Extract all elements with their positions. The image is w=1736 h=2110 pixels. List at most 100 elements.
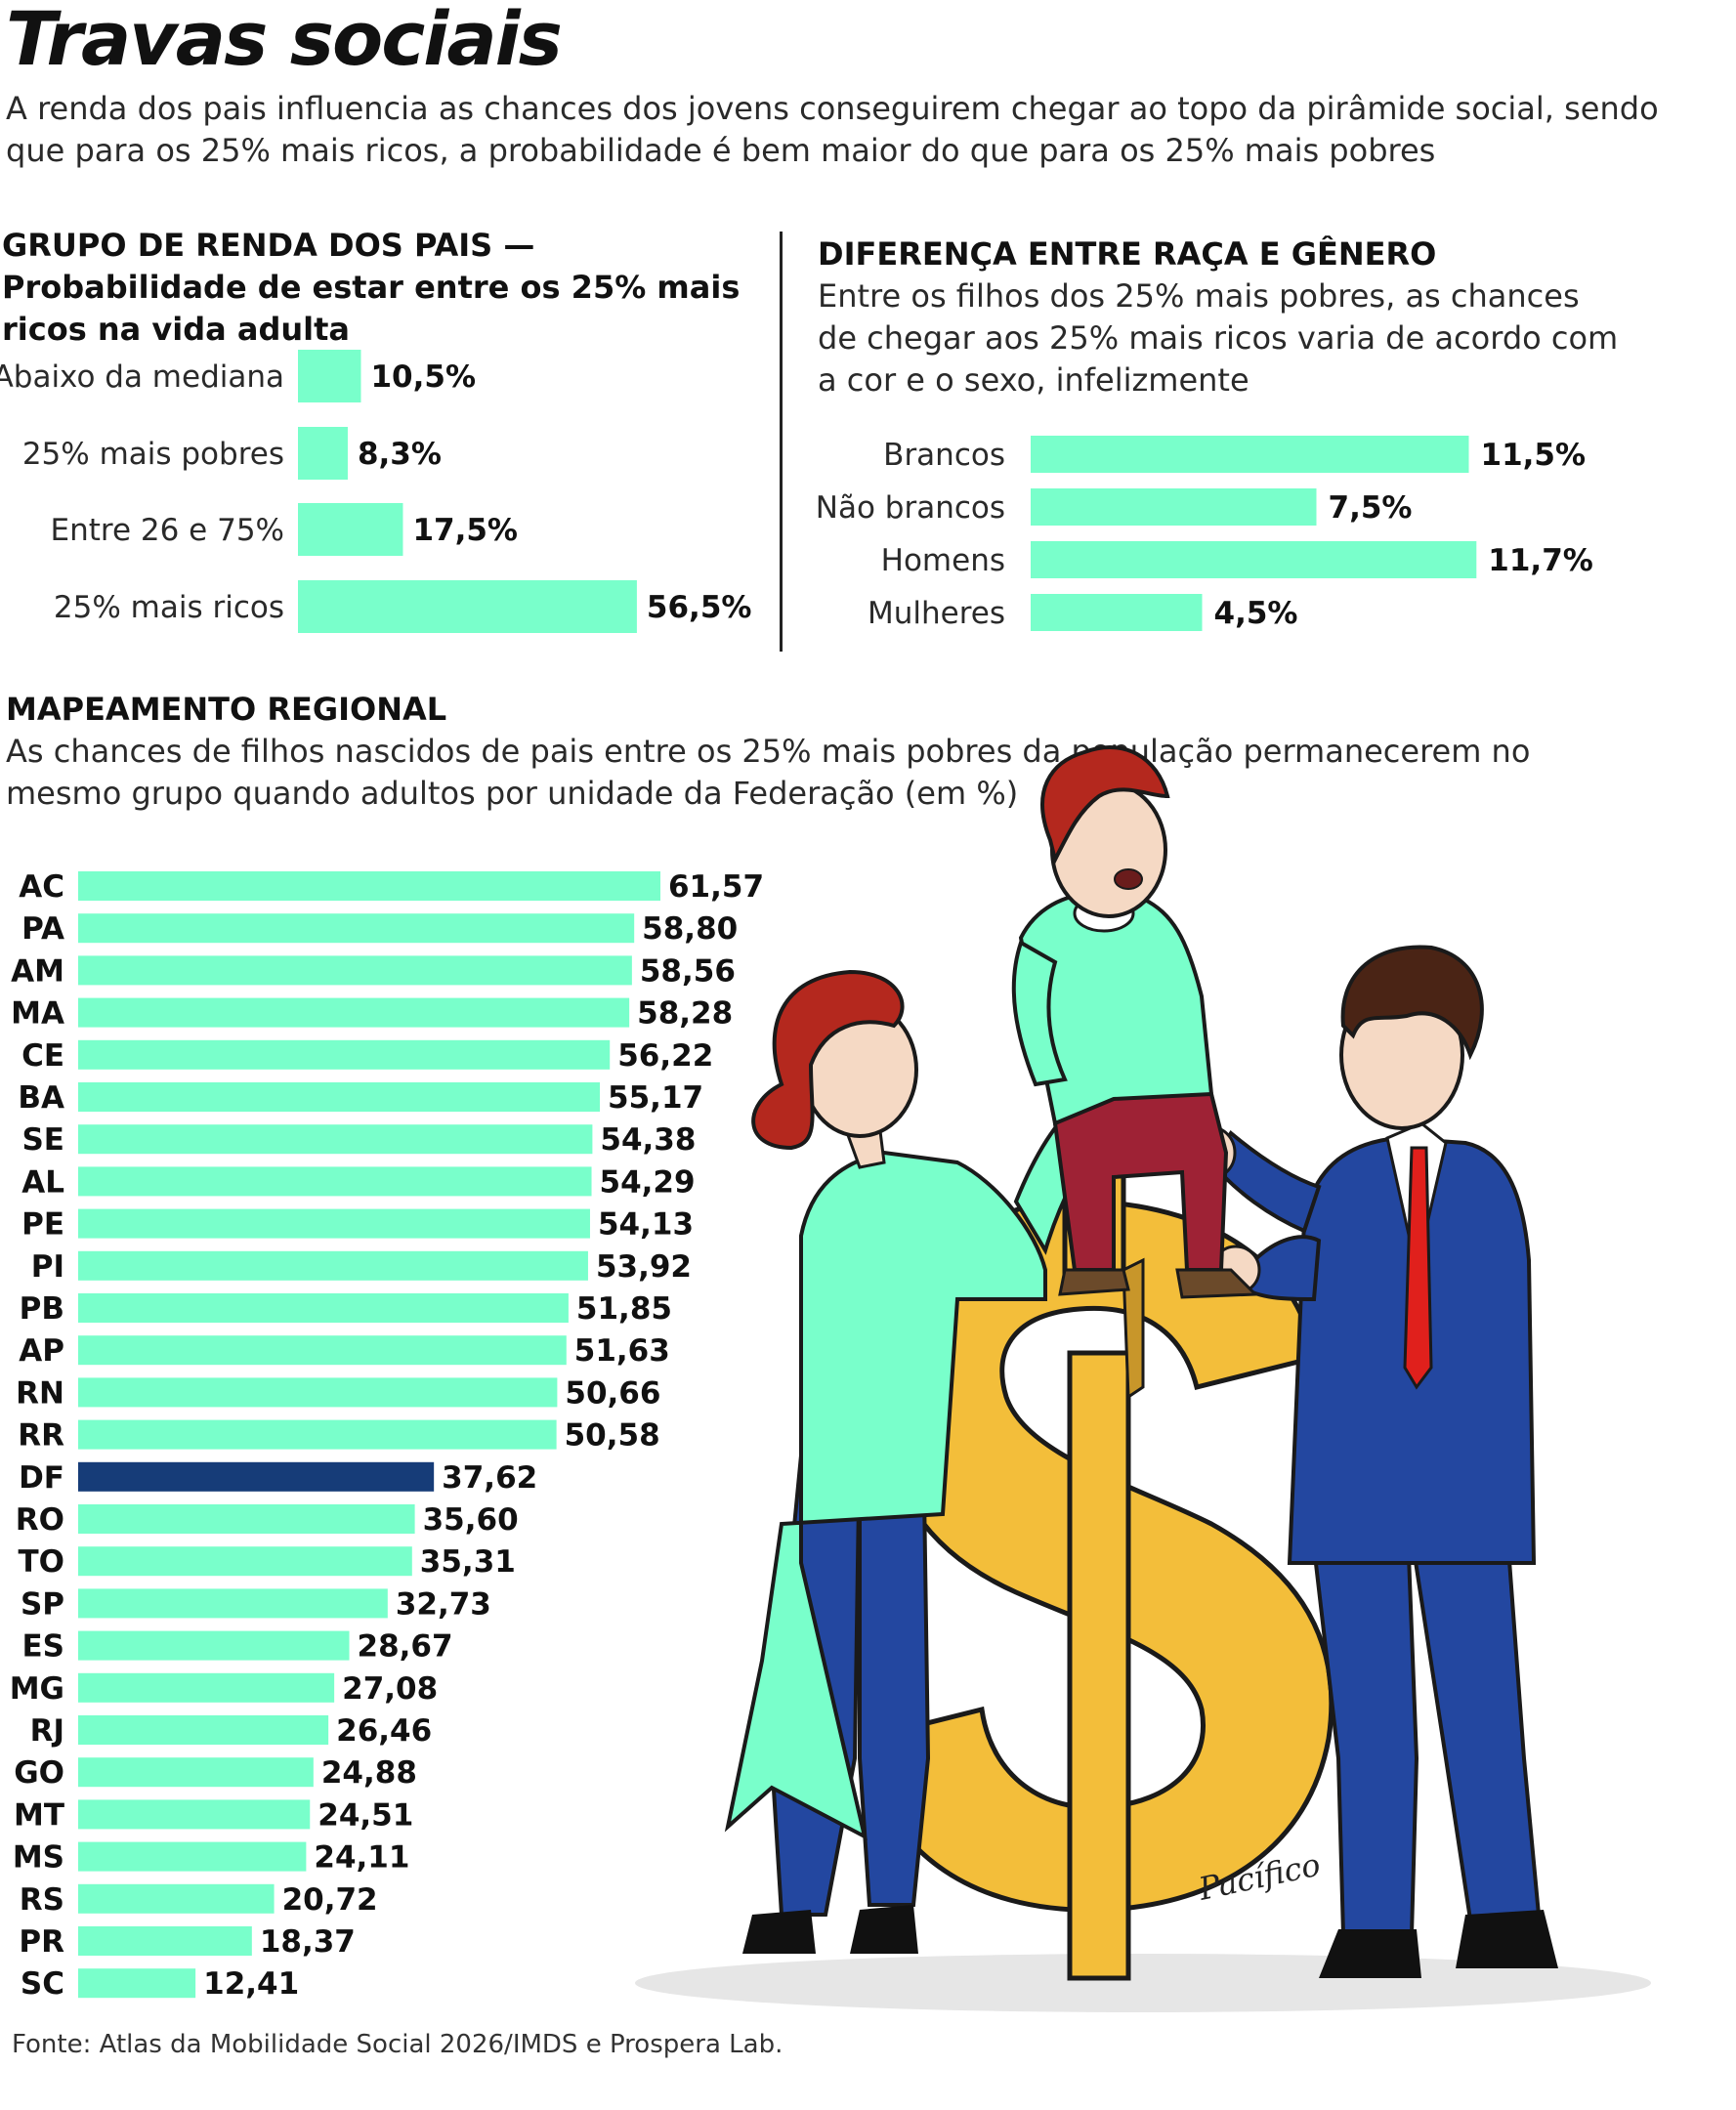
regional-value-label: 50,58 [565,1418,660,1454]
regional-value-label: 51,85 [576,1291,672,1327]
race-gender-chart-subtitle: Entre os filhos dos 25% mais pobres, as … [818,277,1619,399]
race-gender-category-label: Não brancos [816,490,1005,526]
regional-bar-pe [78,1208,590,1239]
income-category-label: 25% mais pobres [22,437,284,472]
regional-state-label: ES [21,1629,64,1665]
regional-state-label: SP [21,1586,64,1622]
regional-state-label: SC [21,1966,64,2002]
regional-state-label: AP [19,1333,64,1369]
regional-bar-ap [78,1335,567,1366]
regional-value-label: 24,11 [314,1840,409,1876]
regional-state-label: PB [20,1291,64,1327]
regional-value-label: 61,57 [668,869,764,905]
regional-value-label: 54,29 [600,1164,696,1200]
boy-figure [1011,745,1259,1299]
regional-bar-ma [78,997,630,1028]
regional-bar-mt [78,1799,311,1830]
regional-bar-es [78,1630,350,1661]
regional-value-label: 12,41 [203,1966,299,2002]
regional-bar-rn [78,1377,558,1408]
income-category-label: Abaixo da mediana [0,359,284,395]
regional-value-label: 35,60 [423,1502,519,1538]
regional-state-label: AM [11,953,64,989]
regional-value-label: 54,38 [600,1122,696,1158]
regional-bar-pi [78,1250,588,1281]
regional-value-label: 54,13 [598,1207,694,1243]
race-gender-bar-1 [1031,488,1317,526]
regional-value-label: 27,08 [342,1671,438,1707]
regional-chart-subtitle: As chances de filhos nascidos de pais en… [6,733,1531,812]
regional-bar-ms [78,1841,307,1872]
page-subtitle: A renda dos pais influencia as chances d… [6,90,1659,169]
regional-bar-se [78,1124,593,1155]
source-note: Fonte: Atlas da Mobilidade Social 2026/I… [12,2030,783,2059]
regional-value-label: 20,72 [282,1882,378,1918]
regional-value-label: 58,28 [637,996,733,1032]
regional-bar-pa [78,913,635,944]
regional-state-label: RO [16,1502,64,1538]
regional-state-label: RS [20,1882,64,1918]
regional-state-label: SE [21,1122,64,1158]
income-bar-0 [298,350,361,402]
regional-value-label: 32,73 [396,1586,491,1622]
regional-bar-am [78,955,632,986]
woman-figure [724,969,1118,1954]
regional-value-label: 26,46 [336,1713,432,1749]
race-gender-chart-title: DIFERENÇA ENTRE RAÇA E GÊNERO [818,235,1437,273]
regional-bar-rr [78,1419,557,1450]
race-gender-bar-2 [1031,541,1477,578]
regional-bar-sc [78,1968,196,1999]
income-bar-1 [298,427,348,480]
regional-state-label: PI [31,1249,64,1285]
regional-bar-rj [78,1715,329,1745]
regional-value-label: 50,66 [565,1375,660,1411]
regional-state-label: PE [21,1207,64,1243]
race-gender-value-label: 7,5% [1329,490,1413,526]
regional-state-label: RJ [30,1713,64,1749]
income-value-label: 8,3% [358,437,442,472]
race-gender-category-label: Mulheres [868,596,1005,631]
race-gender-value-label: 4,5% [1214,596,1298,631]
regional-state-label: MS [13,1840,64,1876]
race-gender-value-label: 11,5% [1481,438,1587,473]
regional-value-label: 37,62 [442,1460,537,1496]
regional-state-label: MA [11,996,64,1032]
regional-bar-go [78,1757,314,1788]
regional-bar-ro [78,1504,415,1534]
regional-value-label: 58,56 [640,953,736,989]
regional-state-label: RR [18,1418,64,1454]
income-chart-title: GRUPO DE RENDA DOS PAIS — Probabilidade … [2,227,741,348]
regional-value-label: 51,63 [574,1333,670,1369]
regional-value-label: 24,51 [318,1797,413,1833]
income-value-label: 17,5% [412,513,518,548]
regional-value-label: 53,92 [596,1249,692,1285]
income-value-label: 10,5% [370,359,476,395]
regional-state-label: RN [16,1375,64,1411]
regional-state-label: TO [19,1544,65,1580]
regional-bar-ce [78,1039,611,1070]
race-gender-category-label: Homens [881,543,1005,578]
regional-value-label: 24,88 [321,1755,417,1791]
regional-state-label: CE [21,1038,64,1074]
regional-state-label: AL [21,1164,64,1200]
regional-state-label: DF [19,1460,64,1496]
regional-bar-to [78,1546,412,1577]
regional-bar-pr [78,1926,252,1956]
regional-value-label: 18,37 [260,1924,356,1960]
regional-state-label: PA [21,911,64,947]
regional-bar-rs [78,1883,275,1914]
regional-bar-al [78,1166,592,1197]
section-divider [780,232,783,652]
regional-state-label: MT [14,1797,64,1833]
income-bar-2 [298,503,403,556]
regional-state-label: MG [10,1671,64,1707]
regional-value-label: 55,17 [608,1080,703,1116]
regional-value-label: 35,31 [420,1544,516,1580]
regional-chart-title: MAPEAMENTO REGIONAL [6,691,447,728]
regional-bar-mg [78,1672,335,1703]
regional-bar-sp [78,1588,388,1619]
race-gender-category-label: Brancos [883,438,1005,473]
